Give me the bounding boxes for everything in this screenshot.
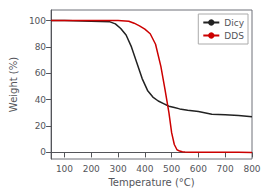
svg-text:400: 400 [136, 164, 153, 174]
svg-text:80: 80 [35, 42, 47, 52]
svg-text:0: 0 [40, 147, 46, 157]
svg-text:700: 700 [217, 164, 234, 174]
svg-text:40: 40 [35, 95, 47, 105]
svg-text:600: 600 [190, 164, 207, 174]
svg-text:DDS: DDS [224, 31, 244, 41]
svg-text:Temperature (°C): Temperature (°C) [107, 177, 194, 188]
svg-text:100: 100 [29, 16, 46, 26]
svg-text:Dicy: Dicy [224, 18, 244, 28]
svg-text:60: 60 [35, 68, 47, 78]
svg-text:100: 100 [56, 164, 73, 174]
svg-text:200: 200 [83, 164, 100, 174]
svg-text:20: 20 [35, 121, 47, 131]
svg-text:500: 500 [163, 164, 180, 174]
svg-text:800: 800 [243, 164, 260, 174]
svg-text:300: 300 [109, 164, 126, 174]
svg-text:Weight (%): Weight (%) [8, 57, 19, 112]
